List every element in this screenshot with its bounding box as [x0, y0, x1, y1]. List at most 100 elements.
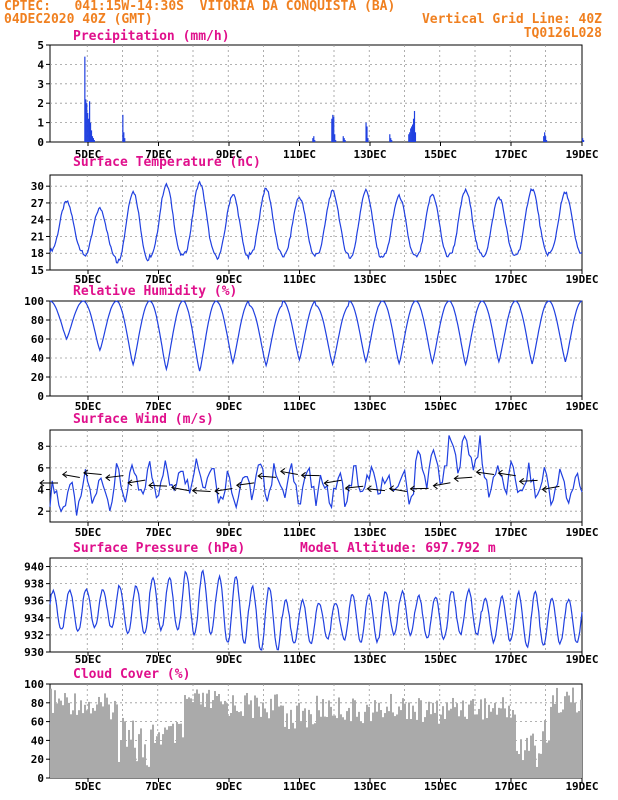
cloud-bar	[248, 704, 250, 778]
wind-vector-head	[191, 487, 198, 494]
wind-vector	[367, 488, 386, 492]
cloud-bar	[562, 709, 564, 778]
cloud-bar	[154, 742, 156, 778]
cloud-bar	[466, 718, 468, 778]
cloud-bar	[510, 717, 512, 778]
cloud-bar	[480, 699, 482, 778]
wind-vector-head	[475, 468, 481, 476]
cloud-bar	[52, 712, 54, 778]
panel-title: Surface Wind (m/s)	[73, 412, 214, 427]
y-tick-label: 0	[37, 390, 44, 403]
cloud-bar	[366, 704, 368, 778]
x-tick-label: 13DEC	[353, 780, 386, 793]
x-tick-label: 7DEC	[145, 400, 172, 413]
cloud-bar	[454, 707, 456, 778]
cloud-bar	[272, 710, 274, 778]
precip-bar	[89, 101, 91, 142]
cloud-bar	[426, 710, 428, 778]
cloud-bar	[372, 712, 374, 778]
x-tick-label: 5DEC	[75, 400, 102, 413]
cloud-bar	[88, 701, 90, 778]
cloud-bar	[256, 697, 258, 778]
y-tick-label: 3	[37, 78, 44, 91]
cloud-bar	[124, 721, 126, 778]
wind-vector	[192, 490, 211, 493]
cloud-bar	[538, 753, 540, 778]
cloud-bar	[184, 695, 186, 778]
cloud-bar	[244, 695, 246, 778]
wind-vector	[498, 472, 516, 477]
cloud-bar	[432, 702, 434, 778]
x-tick-label: 5DEC	[75, 148, 102, 161]
cloud-bar	[100, 702, 102, 778]
precip-bar	[89, 122, 92, 142]
y-tick-label: 80	[31, 314, 44, 327]
y-tick-label: 60	[31, 716, 44, 729]
cloud-bar	[140, 728, 142, 778]
wind-vector-head	[280, 468, 286, 475]
wind-vector	[542, 485, 560, 490]
cloud-bar	[54, 690, 56, 778]
cloud-bar	[236, 710, 238, 778]
cloud-bar	[170, 726, 172, 778]
cloud-bar	[314, 723, 316, 778]
y-tick-label: 936	[24, 595, 44, 608]
cloud-bar	[420, 700, 422, 778]
cloud-bar	[560, 712, 562, 778]
wind-vector	[149, 484, 168, 487]
cloud-bar	[458, 716, 460, 778]
cloud-bar	[290, 709, 292, 778]
cloud-bar	[428, 701, 430, 778]
precip-bar	[93, 140, 95, 142]
cloud-bar	[374, 700, 376, 778]
x-tick-label: 19DEC	[565, 148, 598, 161]
cloud-bar	[570, 703, 572, 778]
cloud-bar	[362, 723, 364, 778]
cloud-bar	[182, 737, 184, 778]
cloud-bar	[74, 693, 76, 778]
wind-vector-head	[257, 472, 263, 480]
precip-bar	[544, 132, 546, 142]
cloud-bar	[412, 705, 414, 778]
series-line	[49, 569, 583, 651]
y-tick-label: 4	[37, 58, 44, 71]
cloud-bar	[348, 707, 350, 778]
series-line	[49, 300, 583, 372]
wind-vector-head	[453, 475, 459, 482]
precip-bar	[412, 124, 414, 142]
wind-vector-head	[409, 485, 415, 493]
precip-bar	[367, 138, 369, 142]
cloud-bar	[232, 695, 234, 778]
cloud-bar	[114, 700, 116, 778]
cloud-bar	[216, 696, 218, 778]
cloud-bar	[532, 733, 534, 778]
cloud-bar	[328, 700, 330, 778]
cloud-bar	[552, 695, 554, 778]
cloud-bar	[536, 766, 538, 778]
cloud-bar	[220, 701, 222, 778]
cloud-bar	[224, 700, 226, 778]
cloud-bar	[158, 732, 160, 778]
precip-bar	[414, 132, 417, 142]
cloud-bar	[102, 706, 104, 778]
cloud-bar	[178, 723, 180, 778]
precip-bar	[366, 126, 368, 142]
panel-4: Surface Wind (m/s) 2 4 6 8 5DEC 7DEC 9DEC 11DEC 1…	[37, 412, 598, 539]
cloud-bar	[138, 734, 140, 778]
x-tick-label: 15DEC	[424, 780, 457, 793]
cloud-bar	[444, 718, 446, 778]
wind-vector-head	[61, 471, 68, 478]
cloud-bar	[242, 715, 244, 778]
x-tick-label: 13DEC	[353, 273, 386, 286]
cloud-bar	[450, 708, 452, 778]
cloud-bar	[346, 711, 348, 778]
precip-bar	[333, 116, 335, 142]
cloud-bar	[452, 697, 454, 778]
cloud-bar	[144, 744, 146, 778]
y-tick-label: 40	[31, 352, 44, 365]
precip-bar	[365, 122, 367, 142]
cloud-bar	[266, 712, 268, 778]
cloud-bar	[234, 705, 236, 778]
cloud-bar	[446, 702, 448, 778]
y-tick-label: 40	[31, 734, 44, 747]
